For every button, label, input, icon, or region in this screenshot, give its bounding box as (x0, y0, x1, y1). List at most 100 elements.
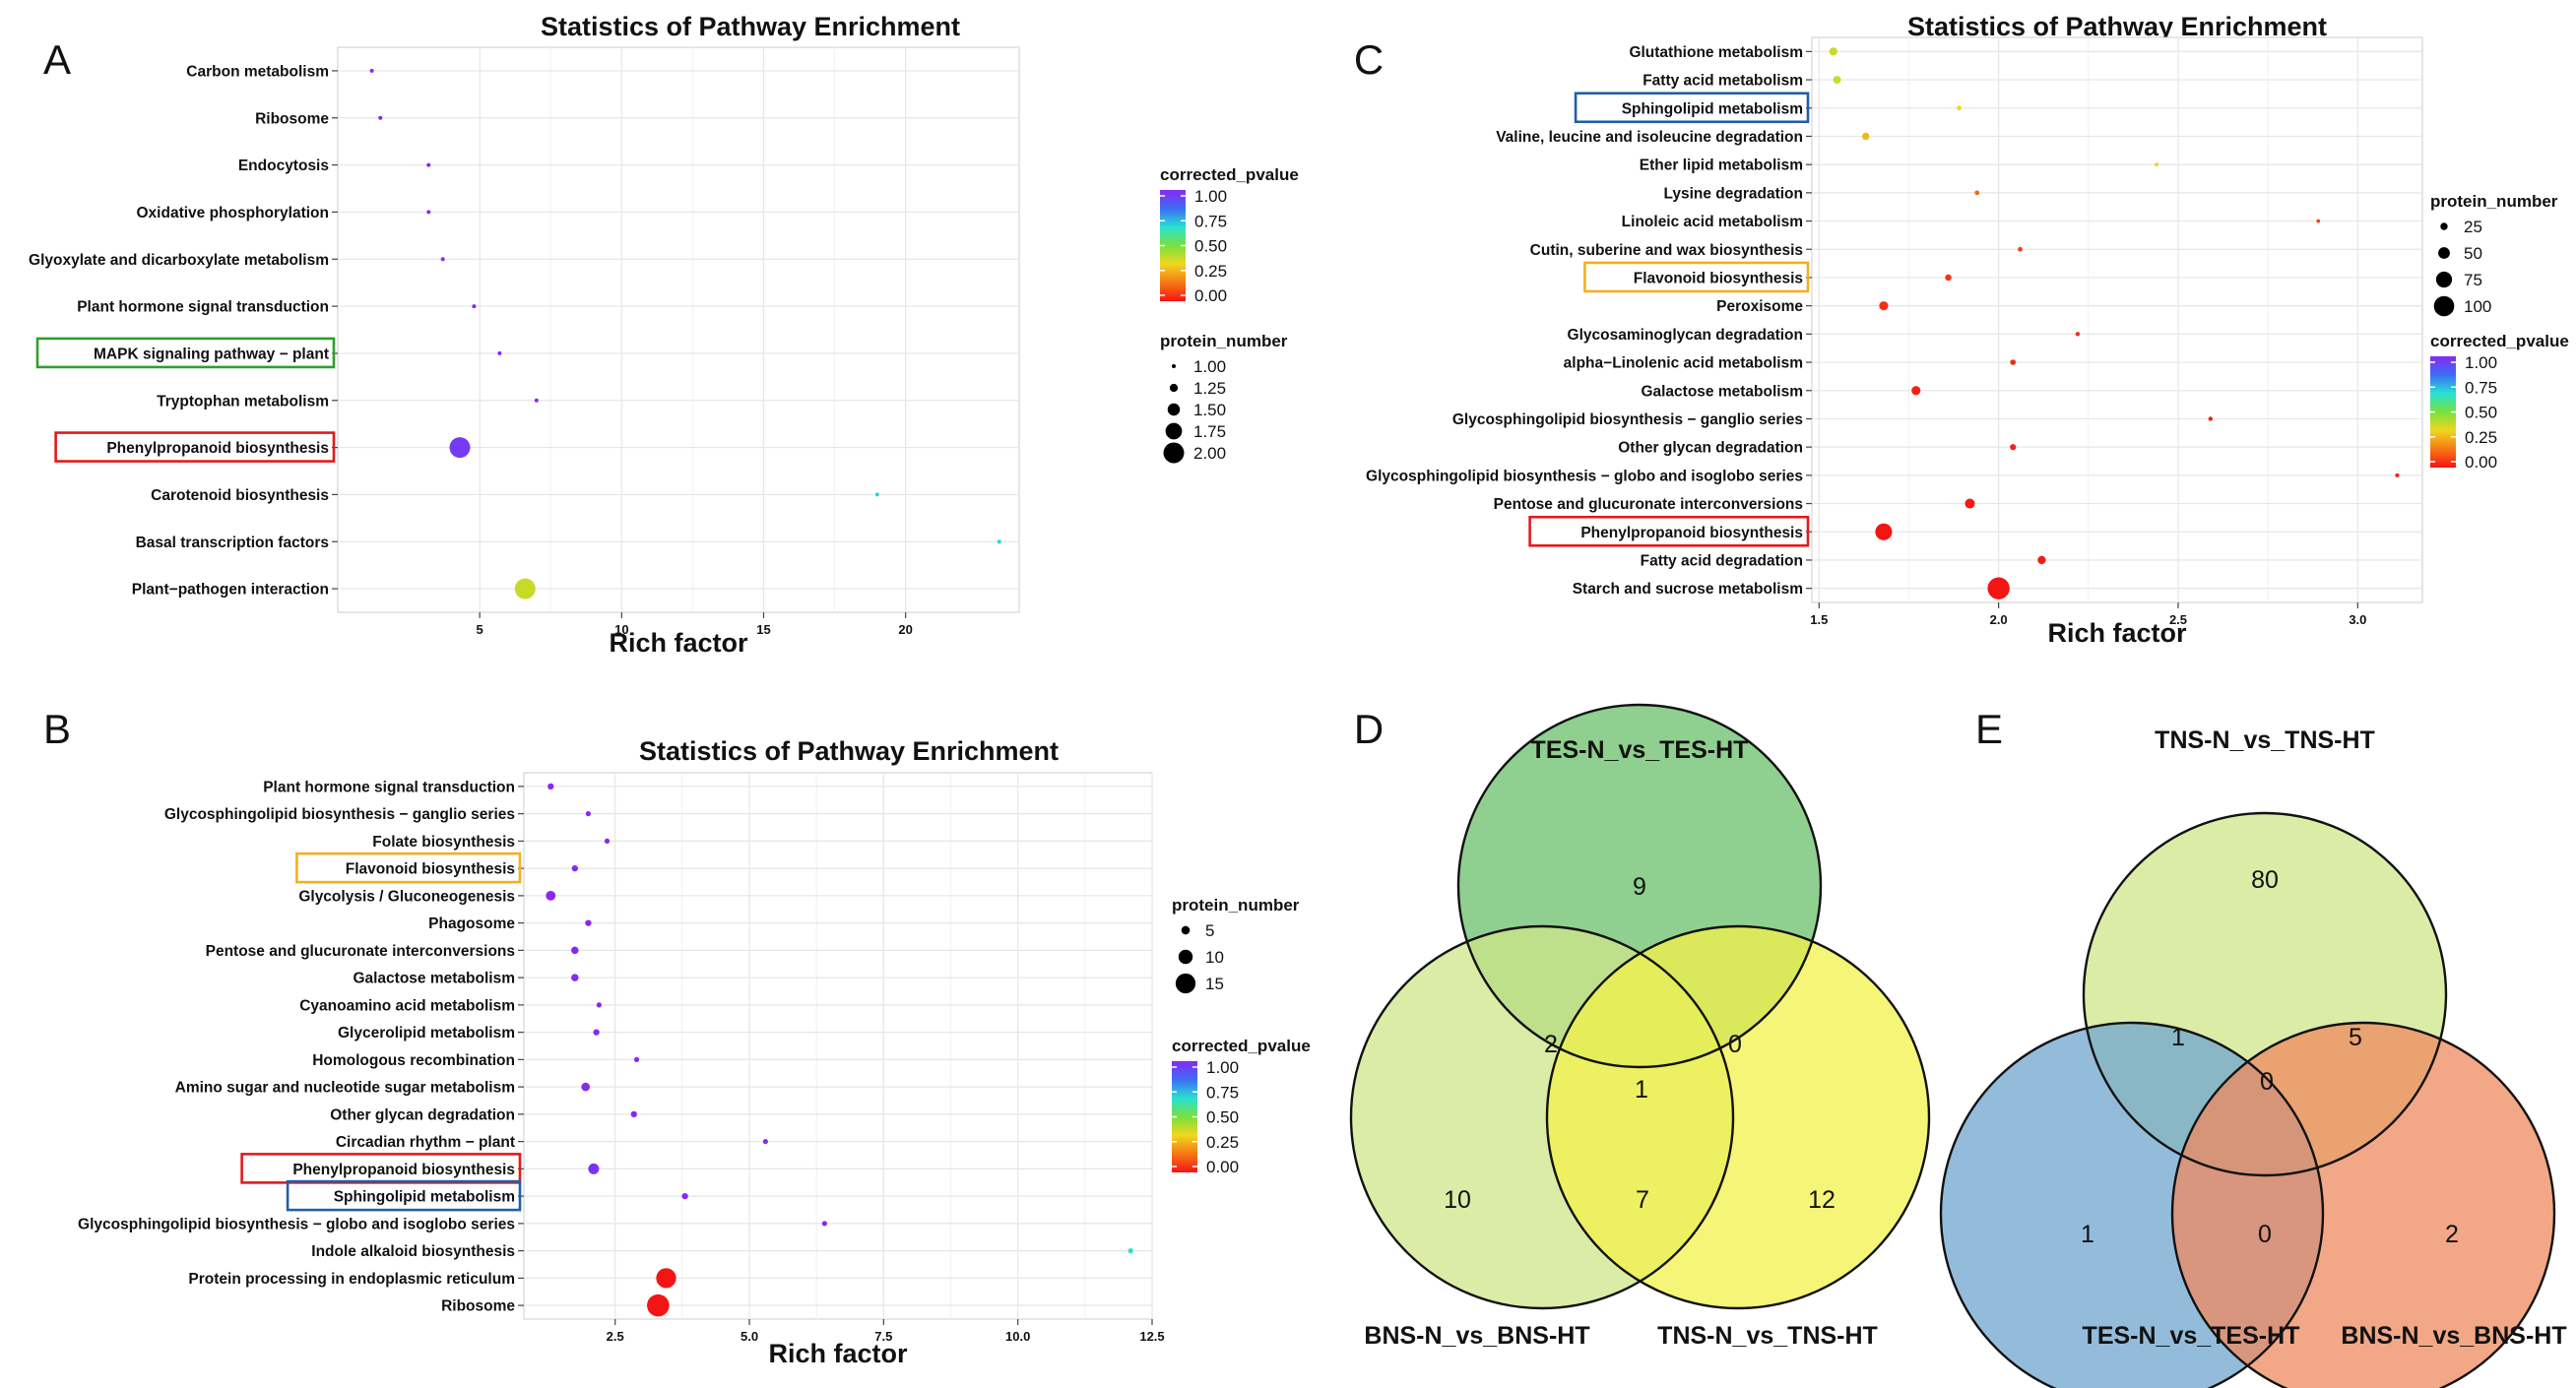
y-tick-label: Folate biosynthesis (372, 834, 515, 851)
colorbar-label: 0.25 (1206, 1133, 1239, 1152)
data-point (426, 162, 431, 167)
chart-title: Statistics of Pathway Enrichment (639, 736, 1059, 766)
size-legend-dot (1167, 403, 1181, 416)
venn-circle-fill (1547, 926, 1929, 1308)
data-point (593, 1029, 600, 1036)
x-tick-label: 1.5 (1810, 612, 1828, 627)
size-legend-label: 15 (1205, 975, 1224, 993)
venn-region-count: 0 (2260, 1068, 2274, 1096)
plot-area (1811, 36, 2423, 603)
data-point (2208, 416, 2214, 421)
y-tick-label: Homologous recombination (312, 1052, 515, 1069)
venn-set-label: BNS-N_vs_BNS-HT (2341, 1322, 2566, 1350)
venn-region-count: 80 (2251, 866, 2279, 894)
y-tick-label: Protein processing in endoplasmic reticu… (188, 1271, 515, 1288)
panel-d: D TES-N_vs_TES-HT BNS-N_vs_BNS-HT TNS-N_vs_… (1349, 703, 1931, 1350)
colorbar-title: corrected_pvalue (1160, 165, 1299, 184)
y-tick-label: Endocytosis (238, 158, 329, 174)
data-point (1829, 47, 1838, 56)
colorbar-label: 0.50 (1194, 237, 1227, 256)
data-point (1911, 386, 1921, 396)
venn-circle-outline (1939, 1021, 2325, 1388)
size-legend-dot (2433, 295, 2455, 317)
colorbar-label: 0.00 (1206, 1158, 1239, 1176)
y-tick-label: Flavonoid biosynthesis (1634, 270, 1803, 286)
size-legend-dot (2435, 271, 2453, 288)
x-tick-label: 5.0 (741, 1329, 758, 1344)
venn-set-label: TES-N_vs_TES-HT (2083, 1322, 2300, 1350)
highlight-box (1574, 92, 1810, 124)
size-legend-label: 1.50 (1193, 401, 1226, 419)
size-legend-dot (1165, 422, 1183, 440)
data-point (440, 257, 445, 262)
data-point (514, 578, 536, 599)
data-point (571, 974, 579, 981)
size-legend-dot (1169, 383, 1179, 393)
colorbar-label: 1.00 (1194, 187, 1227, 206)
data-point (588, 1163, 600, 1174)
highlight-box (286, 1179, 522, 1212)
x-tick-label: 2.0 (1990, 612, 2008, 627)
y-tick-label: alpha−Linolenic acid metabolism (1564, 355, 1803, 372)
data-point (546, 890, 556, 901)
data-point (426, 210, 431, 215)
y-tick-label: Phagosome (428, 915, 515, 932)
x-tick-label: 7.5 (874, 1329, 892, 1344)
data-point (2395, 473, 2400, 477)
data-point (2010, 444, 2017, 451)
colorbar-label: 0.25 (2465, 428, 2497, 447)
highlight-box (295, 852, 522, 884)
venn-region-count: 9 (1633, 873, 1646, 901)
y-tick-label: Ribosome (255, 110, 329, 127)
data-point (604, 838, 611, 844)
y-tick-label: Plant hormone signal transduction (263, 779, 515, 795)
data-point (547, 783, 554, 790)
x-tick-label: 12.5 (1139, 1329, 1164, 1344)
y-tick-label: Fatty acid metabolism (1642, 73, 1803, 90)
y-tick-label: Fatty acid degradation (1641, 552, 1803, 569)
venn-set-label: BNS-N_vs_BNS-HT (1364, 1322, 1589, 1350)
data-point (2155, 162, 2159, 167)
panel-e: E TNS-N_vs_TNS-HT TES-N_vs_TES-HT BNS-N_vs_… (1939, 706, 2567, 1388)
size-legend-label: 1.75 (1193, 422, 1226, 441)
y-tick-label: Valine, leucine and isoleucine degradati… (1496, 129, 1803, 146)
panel-letter: A (43, 36, 71, 83)
venn-region-count: 1 (2081, 1221, 2094, 1248)
data-point (656, 1268, 676, 1289)
data-point (585, 811, 592, 817)
data-point (630, 1110, 637, 1118)
data-point (378, 115, 383, 120)
data-point (1833, 76, 1841, 85)
size-legend-label: 10 (1205, 948, 1224, 967)
panel-letter: D (1354, 706, 1384, 752)
y-tick-label: Lysine degradation (1663, 185, 1803, 202)
data-point (1875, 523, 1893, 540)
y-tick-label: Glyoxylate and dicarboxylate metabolism (29, 252, 329, 269)
chart-title: Statistics of Pathway Enrichment (541, 12, 960, 41)
y-tick-label: Cutin, suberine and wax biosynthesis (1530, 242, 1803, 259)
data-point (2018, 246, 2023, 252)
size-legend-label: 2.00 (1193, 444, 1226, 463)
venn-region-count: 2 (1544, 1031, 1558, 1058)
y-tick-label: Carbon metabolism (186, 63, 329, 80)
x-tick-label: 2.5 (2169, 612, 2187, 627)
x-tick-label: 15 (756, 622, 770, 637)
y-tick-label: Glutathione metabolism (1629, 44, 1803, 61)
venn-region-count: 0 (2258, 1221, 2272, 1248)
highlight-box (1528, 515, 1810, 547)
legend: corrected_pvalue 1.00 0.75 0.50 0.25 0.00 prot… (2430, 192, 2569, 472)
colorbar-title: corrected_pvalue (2430, 332, 2569, 350)
venn-circle-outline (2170, 1021, 2556, 1388)
x-axis-label: Rich factor (768, 1339, 908, 1368)
panel-b: B Statistics of Pathway Enrichment Plant h… (43, 706, 1311, 1368)
colorbar-label: 0.00 (2465, 453, 2497, 472)
data-point (1987, 577, 2010, 599)
y-tick-label: Other glycan degradation (1618, 440, 1803, 457)
panel-letter: B (43, 706, 71, 752)
y-tick-label: Ether lipid metabolism (1640, 158, 1803, 174)
venn-region-count: 0 (1728, 1031, 1742, 1058)
x-axis-label: Rich factor (609, 628, 748, 658)
size-legend-title: protein_number (1160, 332, 1288, 350)
panel-letter: C (1354, 36, 1384, 83)
legend: corrected_pvalue 1.00 0.75 0.50 0.25 0.00 prot… (1160, 165, 1299, 464)
